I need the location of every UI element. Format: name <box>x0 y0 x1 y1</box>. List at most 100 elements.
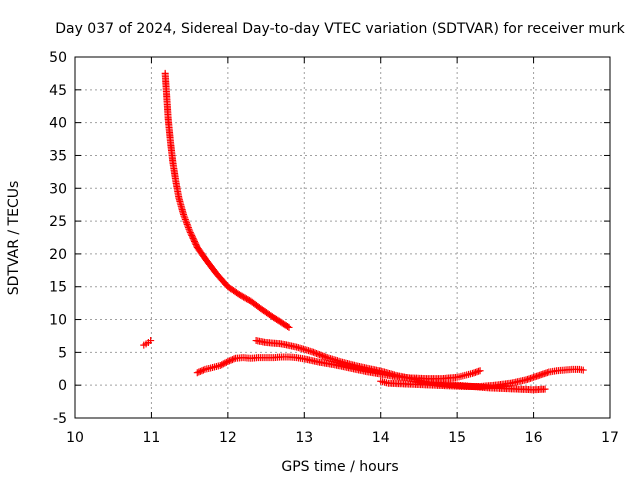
data-point <box>192 240 200 248</box>
data-point <box>224 358 232 366</box>
x-tick-label: 17 <box>601 430 619 446</box>
data-point <box>539 385 547 393</box>
y-tick-label: 30 <box>49 181 67 197</box>
data-point <box>520 376 528 384</box>
data-point <box>180 212 188 220</box>
y-tick-label: 20 <box>49 247 67 263</box>
y-axis-label: SDTVAR / TECUs <box>6 181 22 296</box>
data-point <box>267 312 275 320</box>
data-point <box>255 304 263 312</box>
series-steep-decay <box>161 69 293 331</box>
plot-frame <box>74 56 611 419</box>
data-point <box>181 215 189 223</box>
data-point <box>225 357 233 365</box>
data-point <box>219 360 227 368</box>
data-point <box>528 374 536 382</box>
data-point <box>218 361 226 369</box>
data-point <box>475 367 483 375</box>
chart-title: Day 037 of 2024, Sidereal Day-to-day VTE… <box>55 21 625 37</box>
y-tick-label: 10 <box>49 313 67 329</box>
data-point <box>147 337 155 345</box>
data-point <box>222 280 230 288</box>
data-point <box>198 367 206 375</box>
data-point <box>187 230 195 238</box>
data-point <box>543 369 551 377</box>
data-point <box>179 209 187 217</box>
data-point <box>191 239 199 247</box>
x-tick-label: 15 <box>448 430 466 446</box>
data-point <box>244 296 252 304</box>
data-point <box>183 220 191 228</box>
data-point <box>298 355 306 363</box>
y-tick-label: -5 <box>53 411 67 427</box>
data-point <box>367 365 375 373</box>
y-tick-label: 25 <box>49 214 67 230</box>
y-tick-label: 40 <box>49 116 67 132</box>
axis-ticks: 10 11 12 13 14 15 16 17 -5 0 5 10 15 20 25 30 35 40 45 50 <box>49 50 619 446</box>
x-tick-label: 12 <box>219 430 237 446</box>
y-tick-label: 5 <box>58 345 67 361</box>
data-point <box>230 355 238 363</box>
data-point <box>184 224 192 232</box>
data-point <box>191 237 199 245</box>
data-point <box>182 217 190 225</box>
x-axis-label: GPS time / hours <box>281 459 398 475</box>
data-point <box>221 359 229 367</box>
data-point <box>329 361 337 369</box>
data-point <box>467 370 475 378</box>
data-point <box>183 219 191 227</box>
data-point <box>199 366 207 374</box>
data-point <box>188 231 196 239</box>
y-tick-label: 50 <box>49 50 67 66</box>
data-point <box>201 254 209 262</box>
y-tick-label: 15 <box>49 280 67 296</box>
data-point <box>189 234 197 242</box>
x-tick-label: 13 <box>295 430 313 446</box>
data-point <box>175 192 183 200</box>
data-point <box>186 227 194 235</box>
data-point <box>379 368 387 376</box>
x-tick-label: 14 <box>372 430 390 446</box>
data-point <box>536 371 544 379</box>
data-point <box>406 374 414 382</box>
plot-area <box>140 69 587 394</box>
data-point <box>214 362 222 370</box>
data-point <box>232 289 240 297</box>
data-point <box>195 368 203 376</box>
x-tick-label: 16 <box>525 430 543 446</box>
data-point <box>306 347 314 355</box>
data-point <box>210 267 218 275</box>
data-point <box>352 362 360 370</box>
data-point <box>227 356 235 364</box>
data-point <box>185 225 193 233</box>
data-point <box>181 214 189 222</box>
data-point <box>188 233 196 241</box>
data-point <box>184 222 192 230</box>
data-point <box>451 373 459 381</box>
data-point <box>322 353 330 361</box>
data-point <box>222 358 230 366</box>
data-point <box>314 358 322 366</box>
grid <box>75 57 610 418</box>
y-tick-label: 35 <box>49 148 67 164</box>
x-tick-label: 11 <box>143 430 161 446</box>
data-point <box>186 228 194 236</box>
y-tick-label: 0 <box>58 378 67 394</box>
data-point <box>577 366 585 374</box>
data-point <box>291 343 299 351</box>
data-point <box>228 356 236 364</box>
x-tick-label: 10 <box>66 430 84 446</box>
data-point <box>337 358 345 366</box>
data-point <box>390 371 398 379</box>
data-point <box>193 369 201 377</box>
data-point <box>207 364 215 372</box>
data-point <box>282 322 290 330</box>
series-isolated <box>140 337 155 349</box>
data-point <box>459 372 467 380</box>
data-point <box>196 367 204 375</box>
data-point <box>190 236 198 244</box>
data-point <box>284 323 292 331</box>
series-late-pass <box>377 365 587 390</box>
y-tick-label: 45 <box>49 83 67 99</box>
